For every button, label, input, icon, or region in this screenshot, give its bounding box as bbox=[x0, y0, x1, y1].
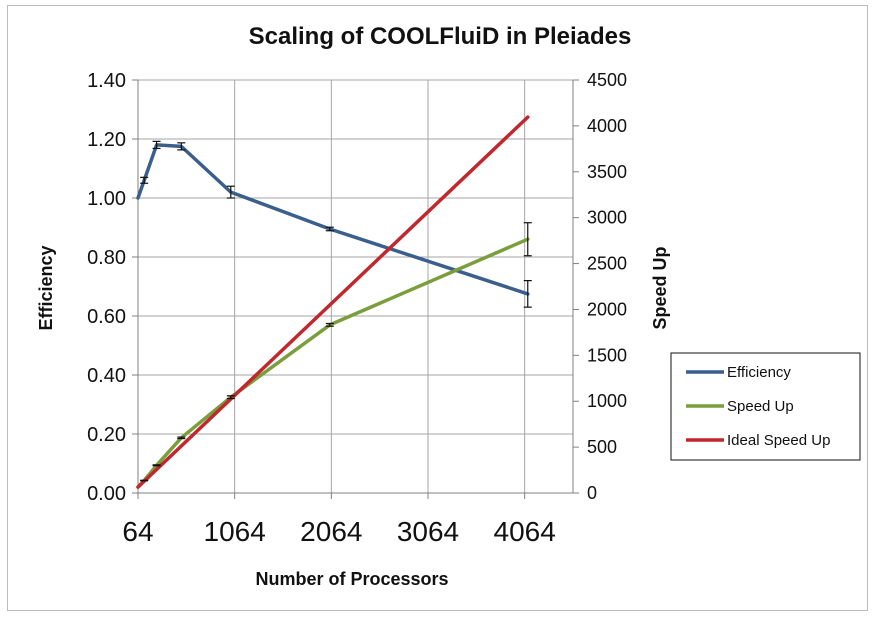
y2-tick-label: 3000 bbox=[587, 208, 627, 228]
y-tick-label: 0.80 bbox=[87, 247, 126, 269]
y-tick-label: 1.40 bbox=[87, 70, 126, 92]
y-tick-label: 1.00 bbox=[87, 188, 126, 210]
legend: Efficiency Speed Up Ideal Speed Up bbox=[670, 352, 861, 461]
y-axis-right: 0 500 1000 1500 2000 2500 3000 3500 4000 4500 bbox=[573, 70, 627, 503]
y2-tick-label: 3500 bbox=[587, 162, 627, 182]
y2-tick-label: 2000 bbox=[587, 299, 627, 319]
y2-tick-label: 1000 bbox=[587, 391, 627, 411]
x-axis: 64 1064 2064 3064 4064 bbox=[122, 493, 556, 547]
y2-tick-label: 1500 bbox=[587, 345, 627, 365]
x-axis-title: Number of Processors bbox=[255, 569, 448, 589]
chart-title: Scaling of COOLFluiD in Pleiades bbox=[249, 23, 632, 50]
legend-label: Ideal Speed Up bbox=[727, 432, 830, 449]
x-tick-label: 1064 bbox=[204, 516, 266, 547]
y2-tick-label: 0 bbox=[587, 483, 597, 503]
plot-area bbox=[137, 80, 574, 494]
error-bars bbox=[140, 140, 532, 482]
y-tick-label: 1.20 bbox=[87, 129, 126, 151]
series-layer bbox=[136, 115, 530, 489]
x-tick-label: 3064 bbox=[397, 516, 459, 547]
y-tick-label: 0.60 bbox=[87, 306, 126, 328]
x-tick-label: 2064 bbox=[300, 516, 362, 547]
y-axis-left: 0.00 0.20 0.40 0.60 0.80 1.00 1.20 1.40 bbox=[87, 70, 138, 505]
legend-label: Efficiency bbox=[727, 364, 791, 381]
y-tick-label: 0.00 bbox=[87, 483, 126, 505]
legend-label: Speed Up bbox=[727, 398, 794, 415]
y2-tick-label: 2500 bbox=[587, 254, 627, 274]
y2-axis-title: Speed Up bbox=[650, 246, 670, 329]
y2-tick-label: 4000 bbox=[587, 116, 627, 136]
series-line-2 bbox=[136, 115, 530, 489]
y2-tick-label: 4500 bbox=[587, 70, 627, 90]
y2-tick-label: 500 bbox=[587, 437, 617, 457]
series-line-0 bbox=[136, 143, 530, 296]
x-tick-label: 4064 bbox=[494, 516, 556, 547]
y-tick-label: 0.40 bbox=[87, 365, 126, 387]
x-tick-label: 64 bbox=[122, 516, 153, 547]
chart-frame bbox=[7, 5, 868, 611]
y-axis-title: Efficiency bbox=[36, 245, 56, 330]
y-tick-label: 0.20 bbox=[87, 424, 126, 446]
